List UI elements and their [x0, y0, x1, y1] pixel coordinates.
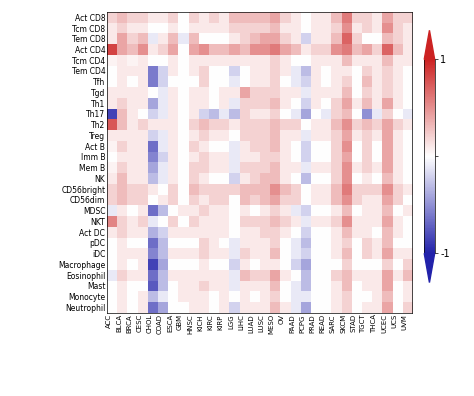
FancyArrow shape: [424, 253, 435, 283]
FancyArrow shape: [424, 30, 435, 59]
